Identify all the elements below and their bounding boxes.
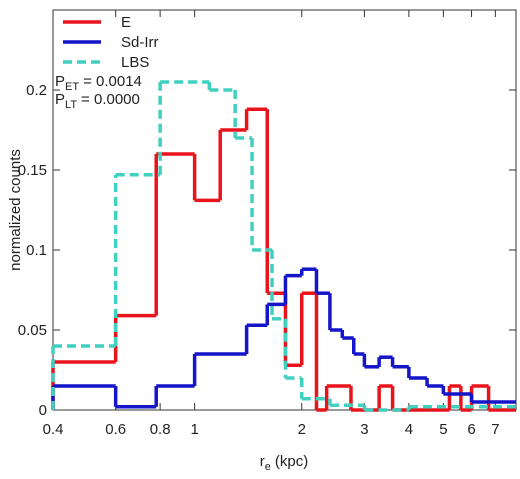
x-tick-label: 1 — [190, 421, 198, 438]
x-label-rest: (kpc) — [275, 453, 308, 470]
x-tick-label: 0.8 — [150, 421, 171, 438]
x-label-main: r — [260, 453, 265, 470]
legend-label: Sd-Irr — [121, 34, 159, 51]
x-tick-label: 7 — [491, 421, 499, 438]
annotation-sub: ET — [65, 81, 79, 93]
x-tick-label: 0.4 — [43, 421, 64, 438]
y-tick-label: 0.2 — [26, 82, 47, 99]
x-tick-label: 4 — [405, 421, 413, 438]
y-axis-label: normalized counts — [7, 149, 24, 271]
y-tick-label: 0.1 — [26, 242, 47, 259]
x-tick-label: 3 — [360, 421, 368, 438]
y-tick-label: 0.15 — [18, 162, 47, 179]
y-tick-label: 0 — [39, 402, 47, 419]
annotation: PET = 0.0014 — [55, 73, 142, 93]
annotation: PLT = 0.0000 — [55, 91, 140, 111]
x-label-sub: e — [265, 461, 271, 473]
y-tick-label: 0.05 — [18, 322, 47, 339]
x-tick-label: 5 — [439, 421, 447, 438]
plot-frame — [52, 9, 517, 411]
legend-label: LBS — [121, 54, 149, 71]
legend-label: E — [121, 14, 131, 31]
annotation-main: P — [55, 73, 65, 90]
annotation-rest: = 0.0000 — [81, 91, 140, 108]
annotation-rest: = 0.0014 — [83, 73, 142, 90]
x-tick-label: 2 — [298, 421, 306, 438]
x-tick-label: 0.6 — [105, 421, 126, 438]
annotation-sub: LT — [65, 99, 77, 111]
x-tick-label: 6 — [467, 421, 475, 438]
annotation-main: P — [55, 91, 65, 108]
x-axis-label: re (kpc) — [260, 453, 308, 473]
